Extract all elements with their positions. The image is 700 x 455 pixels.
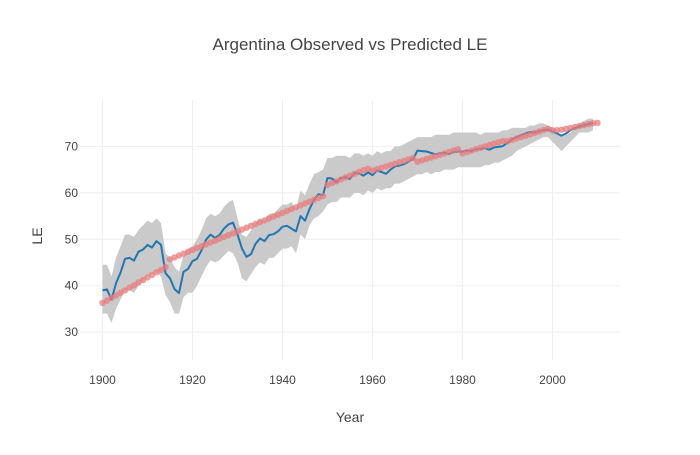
y-tick-label: 30 xyxy=(65,325,79,339)
predicted-series-group xyxy=(99,119,601,307)
y-axis-title: LE xyxy=(29,227,45,244)
confidence-band-group xyxy=(102,118,593,323)
y-tick-label: 60 xyxy=(65,186,79,200)
tick-labels: 1900 1920 1940 1960 1980 2000 30 40 50 60 70 xyxy=(65,139,567,387)
predicted-point xyxy=(549,127,556,134)
predicted-point xyxy=(594,119,601,127)
predicted-point xyxy=(454,146,462,153)
y-tick-label: 40 xyxy=(65,279,79,293)
x-tick-label: 2000 xyxy=(539,373,566,387)
predicted-point xyxy=(162,263,169,271)
y-tick-label: 70 xyxy=(65,139,79,153)
predicted-point xyxy=(409,154,417,162)
y-tick-label: 50 xyxy=(65,232,79,246)
x-tick-label: 1900 xyxy=(89,373,116,387)
chart-title: Argentina Observed vs Predicted LE xyxy=(213,35,488,54)
predicted-point xyxy=(319,192,327,200)
x-tick-label: 1940 xyxy=(269,373,296,387)
x-tick-label: 1920 xyxy=(179,373,206,387)
x-tick-label: 1980 xyxy=(449,373,476,387)
x-tick-label: 1960 xyxy=(359,373,386,387)
confidence-band xyxy=(102,118,593,323)
x-axis-title: Year xyxy=(336,409,365,425)
